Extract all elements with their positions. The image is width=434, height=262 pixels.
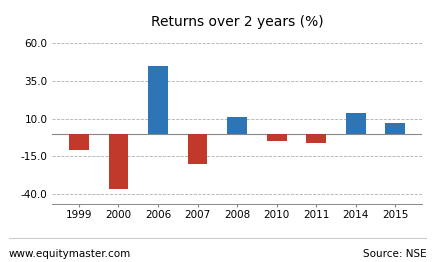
Bar [148,66,168,134]
Bar [108,134,128,189]
Bar [187,134,207,164]
Text: www.equitymaster.com: www.equitymaster.com [9,249,131,259]
Bar [385,123,404,134]
Text: Source: NSE: Source: NSE [362,249,425,259]
Bar [227,117,247,134]
Bar [345,113,365,134]
Title: Returns over 2 years (%): Returns over 2 years (%) [151,15,322,29]
Bar [306,134,326,143]
Bar [69,134,89,150]
Bar [266,134,286,141]
